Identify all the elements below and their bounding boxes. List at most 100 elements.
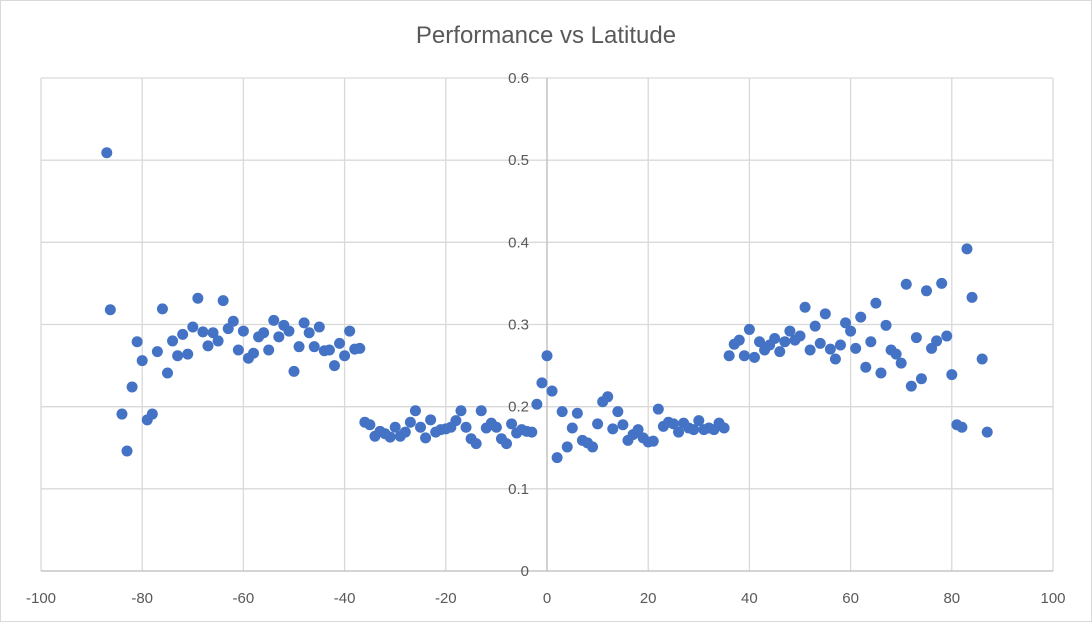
data-point bbox=[941, 330, 953, 342]
data-point bbox=[344, 325, 356, 337]
data-point bbox=[809, 320, 821, 332]
x-tick-label: -60 bbox=[233, 590, 255, 607]
data-point bbox=[197, 326, 209, 338]
data-point bbox=[915, 373, 927, 385]
data-point bbox=[131, 336, 143, 348]
data-point bbox=[784, 325, 796, 337]
data-point bbox=[248, 347, 260, 359]
data-point bbox=[151, 346, 163, 358]
data-point bbox=[298, 317, 310, 329]
data-point bbox=[207, 327, 219, 339]
data-point bbox=[308, 341, 320, 353]
y-tick-label: 0.4 bbox=[508, 234, 529, 251]
data-point bbox=[470, 438, 482, 450]
data-point bbox=[936, 277, 948, 289]
data-point bbox=[121, 445, 133, 457]
data-point bbox=[415, 421, 426, 433]
data-point bbox=[900, 278, 912, 290]
data-point bbox=[566, 422, 578, 434]
data-point bbox=[212, 335, 224, 347]
data-point bbox=[571, 407, 583, 419]
data-point bbox=[506, 418, 518, 430]
data-point bbox=[905, 380, 917, 392]
x-tick-label: 80 bbox=[943, 590, 960, 607]
data-point bbox=[921, 285, 932, 297]
data-point bbox=[531, 398, 543, 410]
data-point bbox=[794, 330, 806, 342]
data-point bbox=[647, 435, 659, 447]
x-tick-label: 100 bbox=[1040, 590, 1065, 607]
x-tick-label: 60 bbox=[842, 590, 859, 607]
data-point bbox=[167, 335, 179, 347]
data-point bbox=[283, 325, 295, 337]
data-point bbox=[384, 431, 396, 443]
data-point bbox=[607, 423, 619, 435]
data-point bbox=[840, 317, 852, 329]
data-point bbox=[910, 332, 922, 344]
data-point bbox=[399, 426, 411, 438]
data-point bbox=[890, 348, 902, 360]
data-point bbox=[880, 319, 892, 331]
data-point bbox=[172, 350, 184, 362]
data-point bbox=[602, 391, 614, 403]
data-point bbox=[323, 344, 335, 356]
data-point bbox=[834, 339, 846, 351]
data-point bbox=[895, 357, 907, 369]
data-point bbox=[814, 337, 826, 349]
data-point bbox=[592, 418, 604, 430]
data-point bbox=[612, 406, 624, 418]
data-point bbox=[227, 315, 239, 327]
x-tick-label: -80 bbox=[131, 590, 153, 607]
data-point bbox=[961, 243, 973, 255]
data-point bbox=[976, 353, 988, 365]
data-point bbox=[769, 332, 781, 344]
data-point bbox=[556, 406, 568, 418]
data-point bbox=[354, 342, 366, 354]
data-point bbox=[738, 350, 750, 362]
data-point bbox=[263, 344, 275, 356]
data-point bbox=[187, 321, 199, 333]
data-point bbox=[718, 422, 730, 434]
data-point bbox=[101, 147, 113, 159]
data-point bbox=[450, 415, 462, 427]
data-point bbox=[956, 421, 968, 433]
data-point bbox=[875, 367, 887, 379]
data-point bbox=[409, 405, 421, 417]
data-point bbox=[536, 377, 548, 389]
data-point bbox=[490, 421, 502, 433]
data-point bbox=[673, 426, 685, 438]
chart-title: Performance vs Latitude bbox=[415, 22, 677, 49]
data-point bbox=[455, 405, 467, 417]
y-tick-label: 0.1 bbox=[508, 481, 529, 498]
data-point bbox=[829, 353, 841, 365]
data-point bbox=[617, 419, 629, 431]
data-point bbox=[748, 351, 760, 363]
data-point bbox=[328, 360, 340, 372]
data-point bbox=[632, 424, 644, 436]
data-point bbox=[668, 418, 679, 430]
x-tick-label: -40 bbox=[334, 590, 356, 607]
data-point bbox=[754, 336, 766, 348]
data-point bbox=[865, 336, 877, 348]
data-point bbox=[389, 421, 401, 433]
data-point bbox=[104, 304, 116, 316]
data-point bbox=[177, 328, 189, 340]
data-point bbox=[819, 308, 831, 320]
data-point bbox=[870, 297, 882, 309]
x-tick-label: 0 bbox=[543, 590, 551, 607]
data-point bbox=[420, 432, 432, 444]
data-point bbox=[779, 336, 791, 348]
data-point bbox=[546, 385, 558, 397]
data-point bbox=[587, 441, 599, 453]
data-point bbox=[501, 438, 513, 450]
data-point bbox=[293, 341, 305, 353]
data-point bbox=[475, 405, 487, 417]
data-point bbox=[845, 325, 857, 337]
data-point bbox=[313, 321, 325, 333]
data-point bbox=[946, 369, 958, 381]
data-point bbox=[303, 327, 315, 339]
data-point bbox=[743, 323, 755, 335]
data-point bbox=[217, 295, 229, 307]
